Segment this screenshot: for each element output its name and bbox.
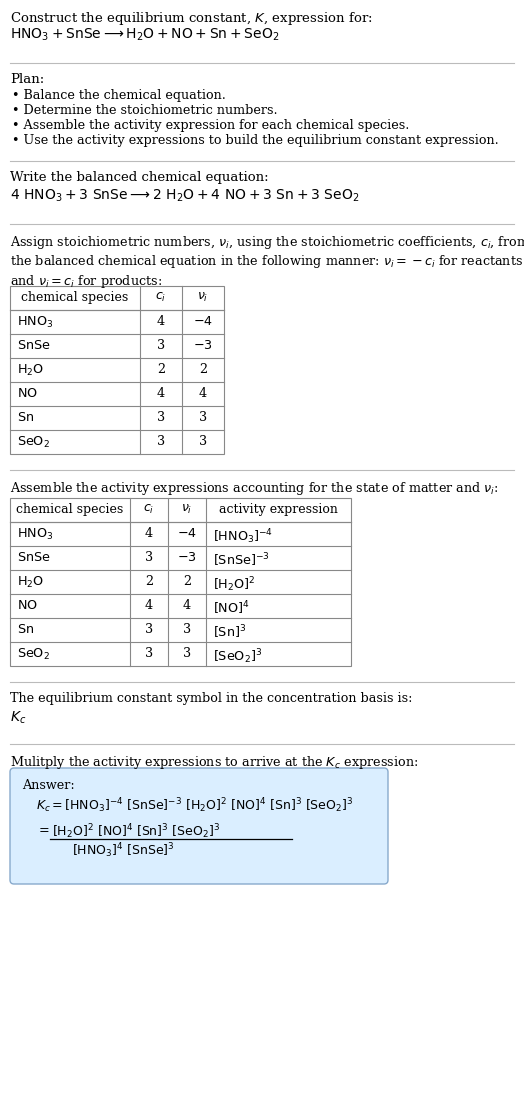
- Text: $\mathrm{SnSe}$: $\mathrm{SnSe}$: [17, 551, 50, 564]
- Text: $\mathrm{SeO_2}$: $\mathrm{SeO_2}$: [17, 647, 50, 662]
- Text: $[\mathrm{SnSe}]^{-3}$: $[\mathrm{SnSe}]^{-3}$: [213, 551, 270, 568]
- Text: $K_c = [\mathrm{HNO_3}]^{-4}\ [\mathrm{SnSe}]^{-3}\ [\mathrm{H_2O}]^{2}\ [\mathr: $K_c = [\mathrm{HNO_3}]^{-4}\ [\mathrm{S…: [36, 796, 353, 814]
- Text: Construct the equilibrium constant, $K$, expression for:: Construct the equilibrium constant, $K$,…: [10, 10, 373, 27]
- Text: 2: 2: [157, 363, 165, 376]
- Text: chemical species: chemical species: [21, 291, 128, 304]
- Text: 3: 3: [145, 647, 153, 660]
- Text: Write the balanced chemical equation:: Write the balanced chemical equation:: [10, 171, 269, 184]
- Text: $\mathrm{Sn}$: $\mathrm{Sn}$: [17, 411, 34, 424]
- Text: 3: 3: [183, 647, 191, 660]
- Text: $\mathrm{NO}$: $\mathrm{NO}$: [17, 387, 38, 400]
- FancyBboxPatch shape: [10, 768, 388, 884]
- Text: 4: 4: [199, 387, 207, 400]
- Text: $\mathrm{HNO_3}$: $\mathrm{HNO_3}$: [17, 528, 53, 542]
- Text: • Assemble the activity expression for each chemical species.: • Assemble the activity expression for e…: [12, 119, 409, 132]
- Text: The equilibrium constant symbol in the concentration basis is:: The equilibrium constant symbol in the c…: [10, 692, 412, 704]
- Text: 3: 3: [145, 623, 153, 636]
- Text: • Balance the chemical equation.: • Balance the chemical equation.: [12, 89, 226, 102]
- Text: $-4$: $-4$: [193, 315, 213, 328]
- Text: 4: 4: [157, 387, 165, 400]
- Text: $[\mathrm{Sn}]^{3}$: $[\mathrm{Sn}]^{3}$: [213, 623, 246, 641]
- Text: 3: 3: [199, 411, 207, 424]
- Text: $=$: $=$: [36, 822, 50, 835]
- Text: Mulitply the activity expressions to arrive at the $K_c$ expression:: Mulitply the activity expressions to arr…: [10, 754, 418, 771]
- Text: $\mathrm{H_2O}$: $\mathrm{H_2O}$: [17, 363, 44, 378]
- Text: $\nu_i$: $\nu_i$: [181, 503, 193, 517]
- Text: • Use the activity expressions to build the equilibrium constant expression.: • Use the activity expressions to build …: [12, 134, 499, 147]
- Text: 3: 3: [183, 623, 191, 636]
- Bar: [10, 286, 224, 454]
- Text: 2: 2: [199, 363, 207, 376]
- Text: $c_i$: $c_i$: [156, 291, 167, 304]
- Text: $-3$: $-3$: [193, 338, 213, 352]
- Text: $[\mathrm{HNO_3}]^{4}\ [\mathrm{SnSe}]^{3}$: $[\mathrm{HNO_3}]^{4}\ [\mathrm{SnSe}]^{…: [72, 841, 174, 859]
- Text: Assign stoichiometric numbers, $\nu_i$, using the stoichiometric coefficients, $: Assign stoichiometric numbers, $\nu_i$, …: [10, 234, 524, 290]
- Text: 3: 3: [199, 435, 207, 448]
- Text: $[\mathrm{HNO_3}]^{-4}$: $[\mathrm{HNO_3}]^{-4}$: [213, 528, 273, 546]
- Text: $[\mathrm{H_2O}]^{2}\ [\mathrm{NO}]^{4}\ [\mathrm{Sn}]^{3}\ [\mathrm{SeO_2}]^{3}: $[\mathrm{H_2O}]^{2}\ [\mathrm{NO}]^{4}\…: [52, 822, 220, 841]
- Text: 2: 2: [145, 575, 153, 588]
- Text: 3: 3: [157, 435, 165, 448]
- Text: $K_c$: $K_c$: [10, 710, 26, 726]
- Text: Assemble the activity expressions accounting for the state of matter and $\nu_i$: Assemble the activity expressions accoun…: [10, 480, 499, 497]
- Text: 3: 3: [145, 551, 153, 564]
- Text: $\mathrm{HNO_3 + SnSe \longrightarrow H_2O + NO + Sn + SeO_2}$: $\mathrm{HNO_3 + SnSe \longrightarrow H_…: [10, 27, 279, 43]
- Text: • Determine the stoichiometric numbers.: • Determine the stoichiometric numbers.: [12, 104, 278, 116]
- Text: $c_i$: $c_i$: [144, 503, 155, 517]
- Text: 4: 4: [145, 599, 153, 612]
- Text: $[\mathrm{H_2O}]^{2}$: $[\mathrm{H_2O}]^{2}$: [213, 575, 256, 593]
- Text: $\mathrm{H_2O}$: $\mathrm{H_2O}$: [17, 575, 44, 590]
- Text: activity expression: activity expression: [219, 503, 338, 517]
- Text: 4: 4: [145, 528, 153, 540]
- Text: Plan:: Plan:: [10, 73, 44, 86]
- Text: Answer:: Answer:: [22, 779, 75, 792]
- Text: 4: 4: [157, 315, 165, 328]
- Text: $\mathrm{Sn}$: $\mathrm{Sn}$: [17, 623, 34, 636]
- Text: $-3$: $-3$: [177, 551, 197, 564]
- Text: $\mathrm{SnSe}$: $\mathrm{SnSe}$: [17, 338, 50, 352]
- Text: $-4$: $-4$: [177, 528, 197, 540]
- Text: $\nu_i$: $\nu_i$: [198, 291, 209, 304]
- Text: $\mathrm{4\ HNO_3 + 3\ SnSe \longrightarrow 2\ H_2O + 4\ NO + 3\ Sn + 3\ SeO_2}$: $\mathrm{4\ HNO_3 + 3\ SnSe \longrightar…: [10, 188, 359, 204]
- Text: 4: 4: [183, 599, 191, 612]
- Text: $[\mathrm{SeO_2}]^{3}$: $[\mathrm{SeO_2}]^{3}$: [213, 647, 262, 666]
- Text: 3: 3: [157, 411, 165, 424]
- Text: 3: 3: [157, 338, 165, 352]
- Bar: [10, 498, 351, 666]
- Text: chemical species: chemical species: [16, 503, 124, 517]
- Text: $[\mathrm{NO}]^{4}$: $[\mathrm{NO}]^{4}$: [213, 599, 250, 617]
- Text: 2: 2: [183, 575, 191, 588]
- Text: $\mathrm{NO}$: $\mathrm{NO}$: [17, 599, 38, 612]
- Text: $\mathrm{HNO_3}$: $\mathrm{HNO_3}$: [17, 315, 53, 330]
- Text: $\mathrm{SeO_2}$: $\mathrm{SeO_2}$: [17, 435, 50, 451]
